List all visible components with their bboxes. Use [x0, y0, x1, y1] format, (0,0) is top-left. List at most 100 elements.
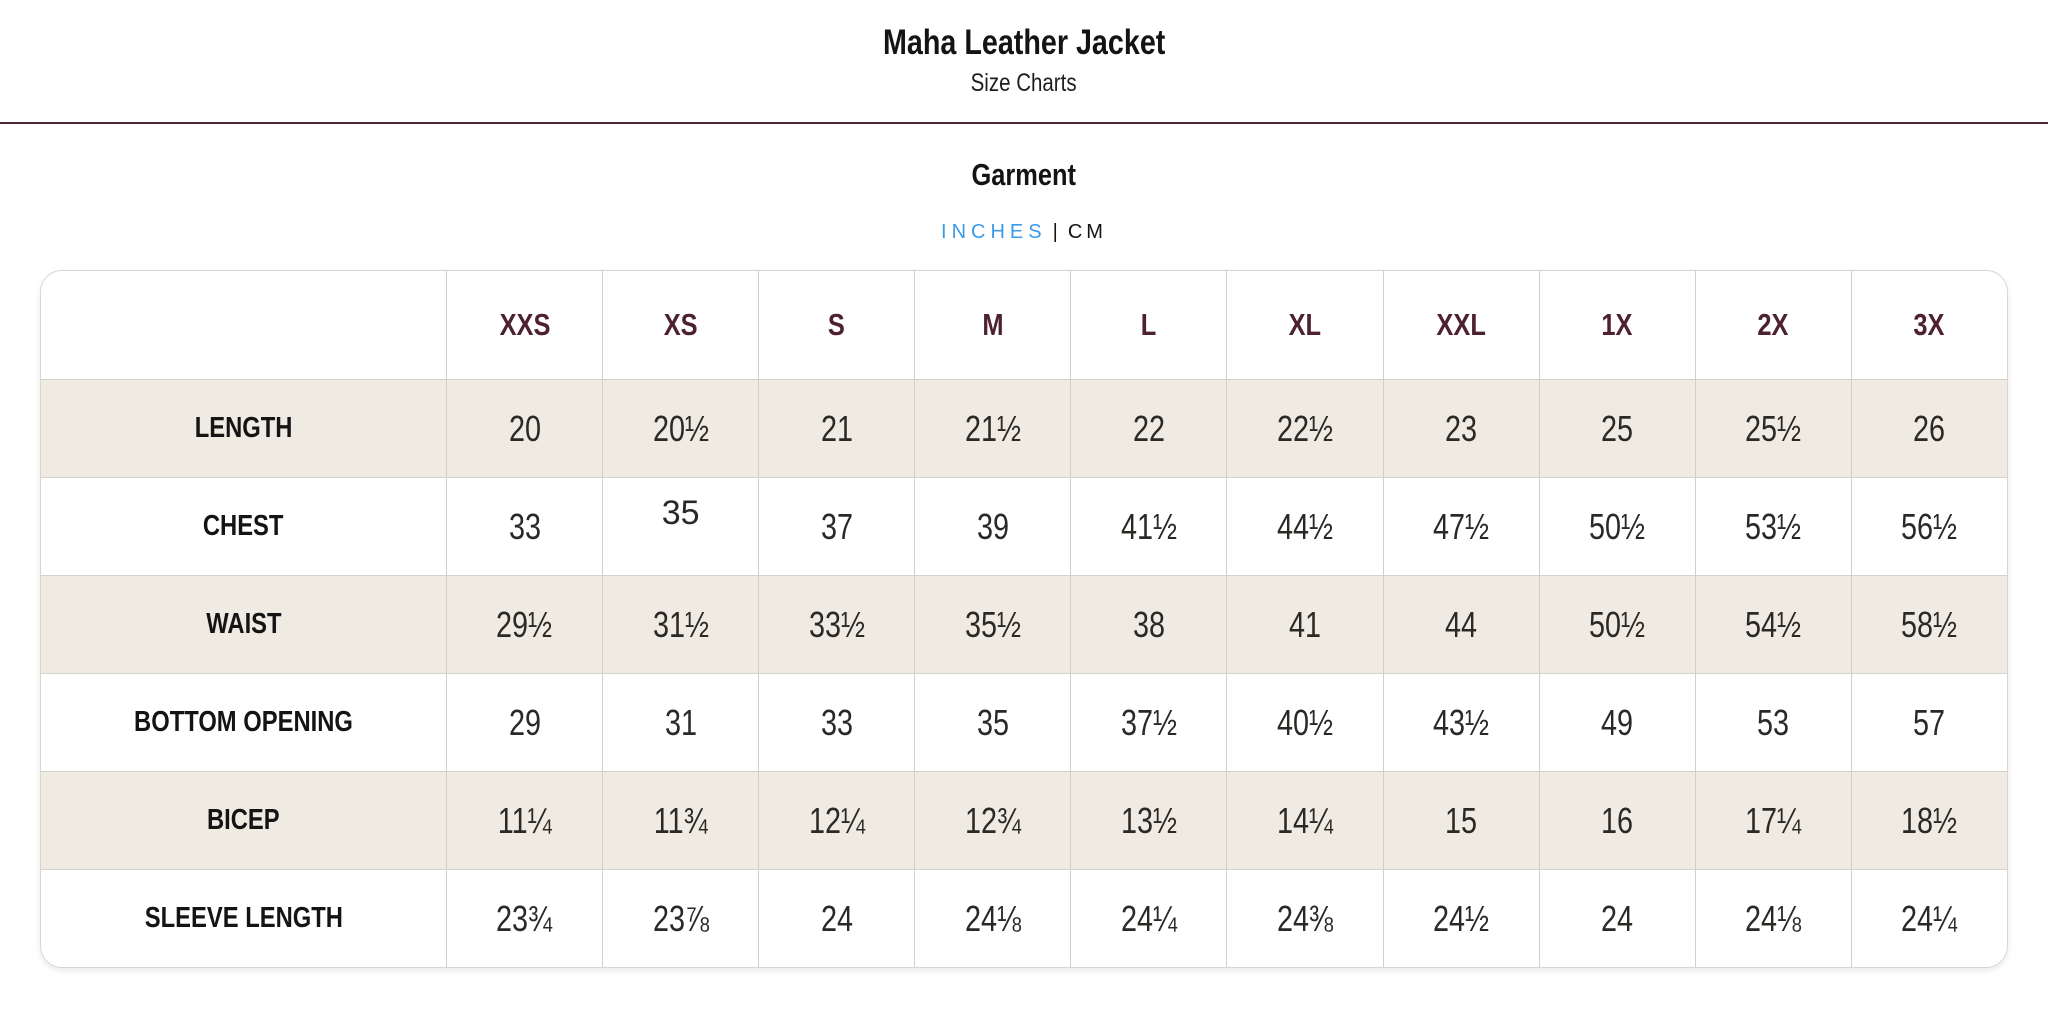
size-value-cell: 24 [1538, 869, 1695, 968]
size-value-text: 53 [1757, 701, 1790, 743]
size-value-cell: 40½ [1226, 673, 1383, 772]
size-value-cell: 50½ [1538, 575, 1695, 674]
size-value-text: 20 [508, 407, 541, 449]
size-value-text: 24⅛ [1745, 897, 1802, 939]
size-value-cell: 20½ [602, 379, 759, 478]
size-value-text: 15 [1445, 799, 1478, 841]
row-label-text: WAIST [205, 608, 282, 641]
size-value-cell: 24½ [1382, 869, 1539, 968]
page-subtitle: Size Charts [0, 68, 2048, 98]
size-column-header-text: S [828, 307, 846, 343]
size-column-header-xxs: XXS [445, 271, 602, 380]
size-value-cell: 53 [1694, 673, 1851, 772]
row-label-text: BOTTOM OPENING [134, 706, 353, 739]
size-value-cell: 29½ [445, 575, 603, 674]
size-value-cell: 44 [1382, 575, 1539, 674]
measurement-row-chest: CHEST 33 35 37 39 41½ 44½ 47½ 50½ 53½ 56½ [41, 477, 2007, 576]
size-value-cell: 22½ [1226, 379, 1383, 478]
measurement-row-bicep: BICEP 11¼ 11¾ 12¼ 12¾ 13½ 14¼ 15 16 17¼ 18½ [41, 771, 2007, 870]
size-value-text: 23⅞ [652, 897, 709, 939]
size-value-text: 18½ [1901, 799, 1958, 841]
size-value-text: 47½ [1433, 505, 1490, 547]
header-divider-rule [0, 122, 2048, 124]
size-value-text: 24⅛ [964, 897, 1021, 939]
size-column-header-text: 1X [1601, 307, 1633, 343]
size-value-cell: 38 [1070, 575, 1227, 674]
size-value-cell: 24⅛ [1694, 869, 1851, 968]
size-value-cell: 33 [445, 477, 603, 576]
size-value-text: 38 [1132, 603, 1165, 645]
size-table-body: LENGTH 20 20½ 21 21½ 22 22½ 23 25 25½ 26 CHEST 33 35 3… [41, 379, 2007, 968]
size-value-cell: 17¼ [1694, 771, 1851, 870]
size-value-text: 16 [1601, 799, 1634, 841]
page-title: Maha Leather Jacket [0, 22, 2048, 64]
size-value-text: 22½ [1276, 407, 1334, 449]
size-column-header-text: 3X [1913, 307, 1945, 343]
page-title-text: Maha Leather Jacket [882, 23, 1166, 62]
size-value-text: 37 [820, 505, 853, 547]
size-value-cell: 47½ [1382, 477, 1539, 576]
size-table-head: XXS XS S M L XL XXL 1X 2X 3X [41, 271, 2007, 380]
size-value-cell: 13½ [1070, 771, 1227, 870]
size-value-text: 24 [1601, 897, 1634, 939]
size-column-header-xl: XL [1226, 271, 1382, 380]
size-value-cell: 49 [1538, 673, 1695, 772]
size-value-text: 24 [820, 897, 853, 939]
row-label-cell: LENGTH [41, 379, 446, 477]
size-value-text: 50½ [1589, 505, 1646, 547]
row-label-cell: CHEST [41, 477, 446, 575]
size-value-text: 39 [976, 505, 1009, 547]
size-value-text: 12¾ [964, 799, 1021, 841]
size-value-cell: 31½ [602, 575, 759, 674]
size-value-text: 33 [508, 505, 541, 547]
size-value-text: 13½ [1120, 799, 1177, 841]
size-value-text: 37½ [1120, 701, 1177, 743]
size-value-cell: 56½ [1850, 477, 2007, 576]
size-column-header-xxl: XXL [1382, 271, 1539, 380]
size-value-cell: 37½ [1070, 673, 1227, 772]
size-value-cell: 26 [1850, 379, 2007, 478]
size-value-cell: 20 [445, 379, 603, 478]
size-value-cell: 54½ [1694, 575, 1851, 674]
size-value-cell: 58½ [1850, 575, 2007, 674]
size-column-header-3x: 3X [1850, 271, 2007, 380]
size-column-header-text: XXS [499, 307, 550, 343]
size-value-text: 24⅜ [1276, 897, 1334, 939]
cm-toggle[interactable]: CM [1067, 221, 1107, 244]
size-value-text: 35 [661, 494, 700, 533]
size-value-cell: 12¾ [914, 771, 1071, 870]
size-value-text: 21½ [964, 407, 1021, 449]
size-value-text: 58½ [1901, 603, 1958, 645]
size-column-header-text: XS [663, 307, 698, 343]
section-title-text: Garment [971, 157, 1077, 192]
measurement-row-length: LENGTH 20 20½ 21 21½ 22 22½ 23 25 25½ 26 [41, 379, 2007, 478]
units-separator: | [1052, 221, 1058, 244]
size-value-cell: 44½ [1226, 477, 1383, 576]
size-value-text: 11¼ [497, 799, 552, 841]
size-value-cell: 50½ [1538, 477, 1695, 576]
size-value-cell: 35 [914, 673, 1071, 772]
size-column-header-text: XL [1288, 307, 1322, 343]
size-column-header-text: XXL [1436, 307, 1486, 343]
size-value-text: 23 [1445, 407, 1478, 449]
size-value-cell: 33 [758, 673, 915, 772]
size-table-container: XXS XS S M L XL XXL 1X 2X 3X LENGTH 20 20½ 21 21½ 22 22… [40, 270, 2008, 969]
size-value-text: 22 [1132, 407, 1165, 449]
size-value-text: 23¾ [496, 897, 553, 939]
size-value-text: 29½ [496, 603, 553, 645]
size-value-text: 25½ [1745, 407, 1802, 449]
size-value-text: 49 [1601, 701, 1634, 743]
units-toggle: INCHES | CM [0, 221, 2048, 244]
size-value-cell: 24⅛ [914, 869, 1071, 968]
size-value-cell: 23⅞ [602, 869, 759, 968]
size-column-header-xs: XS [602, 271, 758, 380]
size-value-text: 21 [820, 407, 853, 449]
size-value-text: 43½ [1433, 701, 1490, 743]
size-value-text: 31½ [652, 603, 709, 645]
size-value-text: 50½ [1589, 603, 1646, 645]
size-column-header-l: L [1070, 271, 1226, 380]
size-value-text: 57 [1913, 701, 1946, 743]
size-value-cell: 11¼ [445, 771, 603, 870]
inches-toggle[interactable]: INCHES [941, 221, 1047, 244]
garment-size-table: XXS XS S M L XL XXL 1X 2X 3X LENGTH 20 20½ 21 21½ 22 22… [40, 270, 2008, 969]
